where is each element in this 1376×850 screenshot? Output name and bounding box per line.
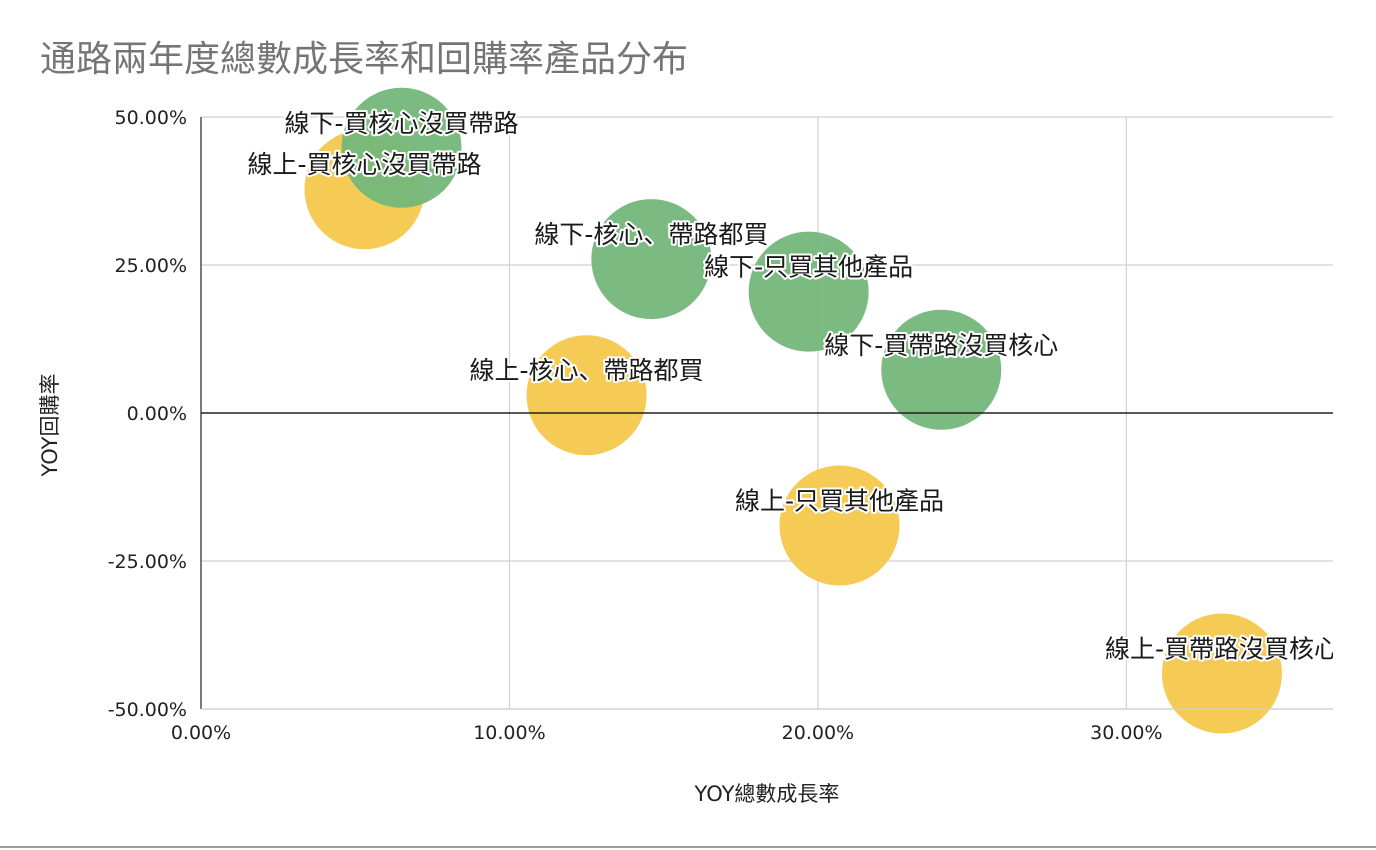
x-axis-title: YOY總數成長率 xyxy=(694,782,840,806)
y-tick-label: -25.00% xyxy=(108,551,187,573)
y-axis-title: YOY回購率 xyxy=(38,374,62,478)
y-tick-label: 50.00% xyxy=(115,107,187,129)
axes: 50.00%25.00%0.00%-25.00%-50.00%0.00% 10.0… xyxy=(38,107,1333,806)
data-label: 線下-買核心沒買帶路 xyxy=(284,109,518,138)
bubble xyxy=(526,335,647,456)
bubble xyxy=(881,309,1002,430)
data-label: 線上-買帶路沒買核心 xyxy=(1105,634,1339,663)
y-tick-label: 25.00% xyxy=(115,255,187,277)
bubble xyxy=(591,199,712,320)
data-label: 線上-核心、帶路都買 xyxy=(470,356,704,385)
x-tick-label: 30.00% xyxy=(1090,722,1162,744)
bubble xyxy=(341,87,462,208)
chart-title: 通路兩年度總數成長率和回購率產品分布 xyxy=(40,39,689,80)
bottom-divider xyxy=(0,846,1376,848)
data-label: 線上-只買其他產品 xyxy=(735,486,944,515)
data-label: 線下-核心、帶路都買 xyxy=(534,220,768,249)
y-tick-label: -50.00% xyxy=(108,699,187,721)
data-label: 線下-買帶路沒買核心 xyxy=(824,331,1058,360)
x-tick-label: 20.00% xyxy=(782,722,854,744)
data-label: 線下-只買其他產品 xyxy=(704,253,913,282)
x-tick-label: 10.00% xyxy=(473,722,545,744)
bubble xyxy=(748,231,869,352)
bubble xyxy=(779,465,900,586)
x-tick-label: 0.00% xyxy=(171,722,231,744)
y-tick-label: 0.00% xyxy=(127,403,187,425)
data-label: 線上-買核心沒買帶路 xyxy=(247,150,481,179)
bubbles xyxy=(304,87,1282,734)
bubble xyxy=(1161,613,1282,734)
